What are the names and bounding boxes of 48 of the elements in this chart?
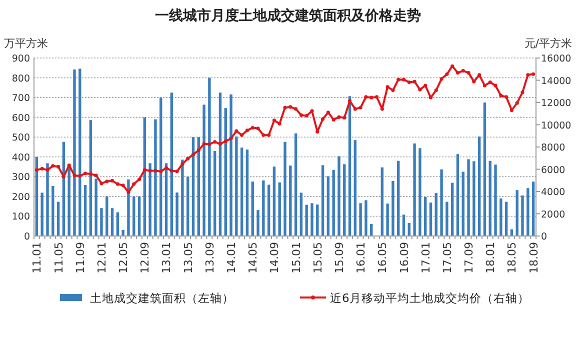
x-tick-label: 18.09 bbox=[527, 242, 540, 274]
y-tick-label: 300 bbox=[12, 172, 30, 184]
x-tick-label: 14.09 bbox=[268, 242, 282, 274]
y-tick-label: 100 bbox=[12, 212, 30, 223]
x-tick-label: 16.01 bbox=[354, 242, 368, 274]
x-tick-label: 12.01 bbox=[95, 242, 108, 274]
x-tick-label: 12.09 bbox=[138, 242, 152, 274]
y-axis-title: 万平方米 bbox=[4, 37, 48, 50]
x-tick-label: 14.01 bbox=[225, 242, 238, 274]
y2-tick-label: 16000 bbox=[541, 54, 572, 64]
x-tick-label: 16.09 bbox=[398, 242, 411, 274]
y-tick-label: 900 bbox=[12, 54, 30, 64]
x-tick-label: 18.05 bbox=[506, 242, 519, 274]
y2-tick-label: 0 bbox=[541, 232, 548, 242]
y-tick-label: 0 bbox=[24, 232, 30, 242]
y2-tick-label: 8000 bbox=[541, 142, 566, 154]
y2-tick-label: 10000 bbox=[541, 120, 572, 132]
x-tick-label: 11.09 bbox=[74, 242, 87, 274]
y2-tick-label: 2000 bbox=[541, 209, 566, 220]
y2-axis-title: 元/平方米 bbox=[524, 37, 572, 50]
x-tick-label: 11.01 bbox=[30, 242, 44, 274]
x-tick-label: 17.01 bbox=[419, 242, 432, 274]
y2-tick-label: 12000 bbox=[541, 98, 572, 109]
x-tick-label: 17.05 bbox=[440, 242, 454, 274]
y-tick-label: 200 bbox=[12, 192, 30, 203]
x-tick-label: 13.05 bbox=[182, 242, 195, 274]
chart-title: 一线城市月度土地成交建筑面积及价格走势 bbox=[155, 7, 421, 24]
x-tick-label: 15.05 bbox=[311, 242, 324, 274]
x-tick-label: 17.09 bbox=[462, 242, 476, 274]
y-tick-label: 700 bbox=[12, 93, 30, 104]
y-tick-label: 600 bbox=[12, 112, 30, 124]
x-tick-label: 15.09 bbox=[332, 242, 346, 274]
y-tick-label: 800 bbox=[12, 73, 30, 84]
x-tick-label: 15.01 bbox=[290, 242, 303, 274]
x-tick-label: 11.05 bbox=[52, 242, 66, 274]
legend-label: 土地成交建筑面积（左轴） bbox=[90, 291, 234, 305]
x-tick-label: 14.05 bbox=[246, 242, 260, 274]
x-tick-label: 16.05 bbox=[376, 242, 390, 274]
legend-label: 近6月移动平均土地成交均价（右轴） bbox=[330, 291, 530, 305]
y2-tick-label: 4000 bbox=[541, 187, 566, 198]
x-tick-label: 12.05 bbox=[117, 242, 130, 274]
x-tick-label: 18.01 bbox=[484, 242, 498, 274]
x-tick-label: 13.09 bbox=[203, 242, 216, 274]
y2-tick-label: 6000 bbox=[541, 164, 566, 176]
y-tick-label: 500 bbox=[12, 132, 30, 144]
x-tick-label: 13.01 bbox=[160, 242, 174, 274]
y-tick-label: 400 bbox=[12, 152, 30, 164]
y2-tick-label: 14000 bbox=[541, 76, 572, 87]
